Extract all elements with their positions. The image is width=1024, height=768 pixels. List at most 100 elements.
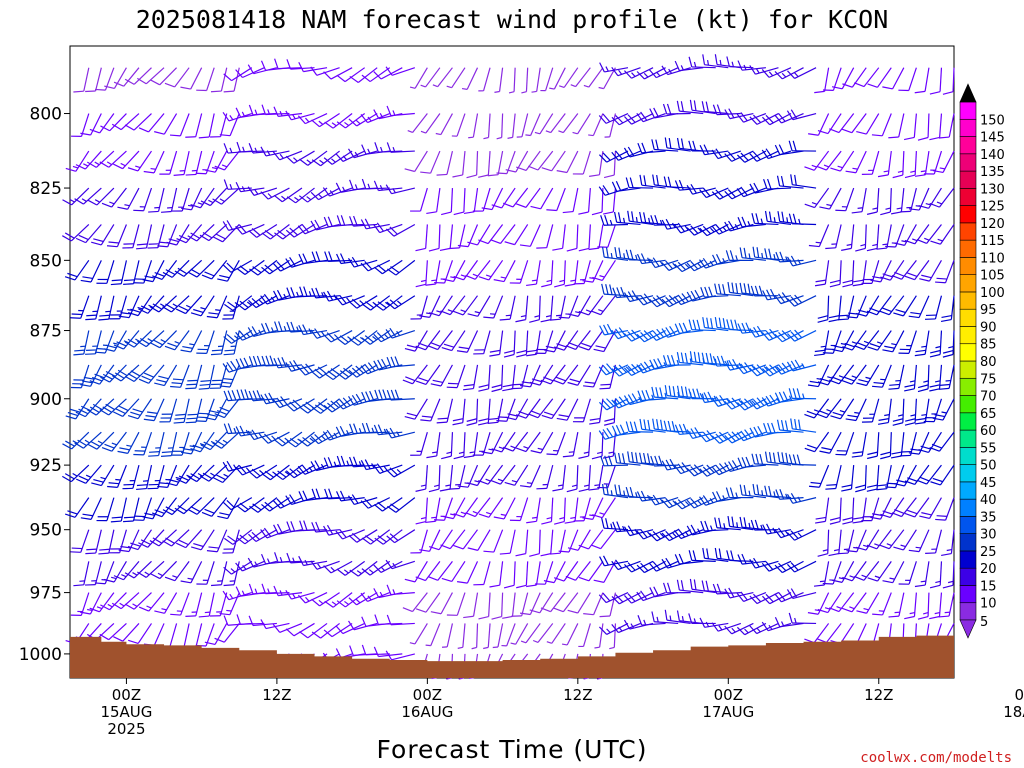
wind-barb <box>930 224 955 245</box>
wind-barb <box>866 529 892 550</box>
colorbar: 5 10 15 20 25 30 35 40 45 50 55 60 65 70 75 80 85 90 95 100… <box>959 83 1005 639</box>
wind-barb <box>774 144 804 156</box>
wind-barb <box>774 616 804 628</box>
wind-barb <box>935 260 955 284</box>
wind-barb <box>534 561 554 585</box>
wind-barb <box>854 330 880 351</box>
colorbar-swatch <box>959 429 977 448</box>
wind-barb <box>311 287 340 299</box>
colorbar-label: 150 <box>980 113 1005 128</box>
wind-barb <box>689 99 716 115</box>
wind-barb <box>549 529 566 555</box>
wind-barb <box>272 150 303 161</box>
wind-barb <box>89 592 115 613</box>
wind-barb <box>546 623 566 644</box>
wind-barb <box>483 295 504 319</box>
wind-barb <box>546 187 566 212</box>
x-tick-label: 18AUG <box>1003 703 1024 721</box>
wind-barb <box>502 364 516 392</box>
wind-barb <box>611 559 641 571</box>
wind-barb <box>502 187 529 208</box>
wind-barb <box>808 113 830 136</box>
wind-barb <box>162 295 190 313</box>
wind-barb <box>409 67 428 89</box>
wind-barb <box>531 67 541 93</box>
wind-barb <box>598 185 629 196</box>
wind-barb <box>206 295 228 319</box>
wind-barb <box>103 561 127 583</box>
wind-barb <box>515 187 541 208</box>
wind-barb <box>373 180 403 192</box>
wind-barb <box>866 188 880 215</box>
wind-barb <box>310 431 340 445</box>
wind-barb <box>749 150 779 162</box>
wind-barb <box>386 142 415 153</box>
wind-barb <box>714 517 741 531</box>
wind-barb <box>89 113 115 134</box>
wind-barb <box>111 113 140 131</box>
wind-barb <box>688 613 716 625</box>
wind-barb <box>761 621 792 632</box>
wind-barb <box>924 295 943 320</box>
wind-barb <box>502 431 529 452</box>
wind-barb <box>599 592 617 618</box>
wind-barb <box>430 592 453 615</box>
wind-barb <box>374 529 403 545</box>
wind-barb <box>74 431 102 449</box>
wind-barb <box>87 187 115 206</box>
wind-barb <box>349 67 378 83</box>
wind-barb <box>127 398 153 420</box>
wind-barb <box>578 330 604 351</box>
wind-barb <box>578 295 604 316</box>
wind-barb <box>876 224 892 250</box>
wind-barb <box>478 398 491 426</box>
wind-barb <box>117 431 140 454</box>
wind-barb <box>174 259 203 277</box>
wind-barb <box>761 592 792 605</box>
wind-barb <box>817 364 842 386</box>
wind-barb <box>219 113 240 137</box>
wind-barb <box>198 364 215 390</box>
wind-barb <box>938 364 955 390</box>
wind-barb <box>273 431 303 447</box>
wind-barb <box>837 295 855 321</box>
wind-barb <box>187 224 215 242</box>
wind-barb <box>373 424 403 436</box>
wind-barb <box>637 389 666 402</box>
wind-barb <box>636 330 666 343</box>
wind-barb <box>917 364 930 393</box>
wind-barb <box>223 67 240 93</box>
wind-barb <box>861 398 880 423</box>
wind-barb <box>91 464 115 487</box>
wind-barb <box>925 529 943 555</box>
wind-barb <box>648 257 679 269</box>
wind-barb <box>483 623 491 650</box>
wind-barb <box>96 260 115 284</box>
wind-barb <box>553 364 579 385</box>
wind-barb <box>124 592 152 610</box>
wind-barb <box>409 623 428 645</box>
wind-barb <box>491 431 516 453</box>
wind-barb <box>787 67 817 79</box>
wind-barb <box>373 259 403 275</box>
wind-barb <box>91 224 115 246</box>
wind-barb <box>478 259 504 281</box>
wind-barb <box>623 363 654 377</box>
wind-barb <box>570 67 591 88</box>
wind-barb <box>73 561 90 587</box>
wind-barb <box>552 224 566 251</box>
wind-barb <box>298 62 328 73</box>
wind-barb <box>916 224 942 244</box>
wind-barb <box>94 67 115 91</box>
x-tick-label: 16AUG <box>401 703 453 721</box>
wind-barb <box>598 592 629 604</box>
wind-barb <box>712 355 741 367</box>
wind-barb <box>248 223 278 238</box>
wind-barb <box>204 398 228 421</box>
wind-barb <box>415 260 428 288</box>
wind-barb <box>198 113 215 139</box>
wind-barb <box>625 421 654 433</box>
wind-barb <box>829 364 855 385</box>
wind-barb <box>453 529 478 550</box>
wind-barb <box>871 113 892 137</box>
